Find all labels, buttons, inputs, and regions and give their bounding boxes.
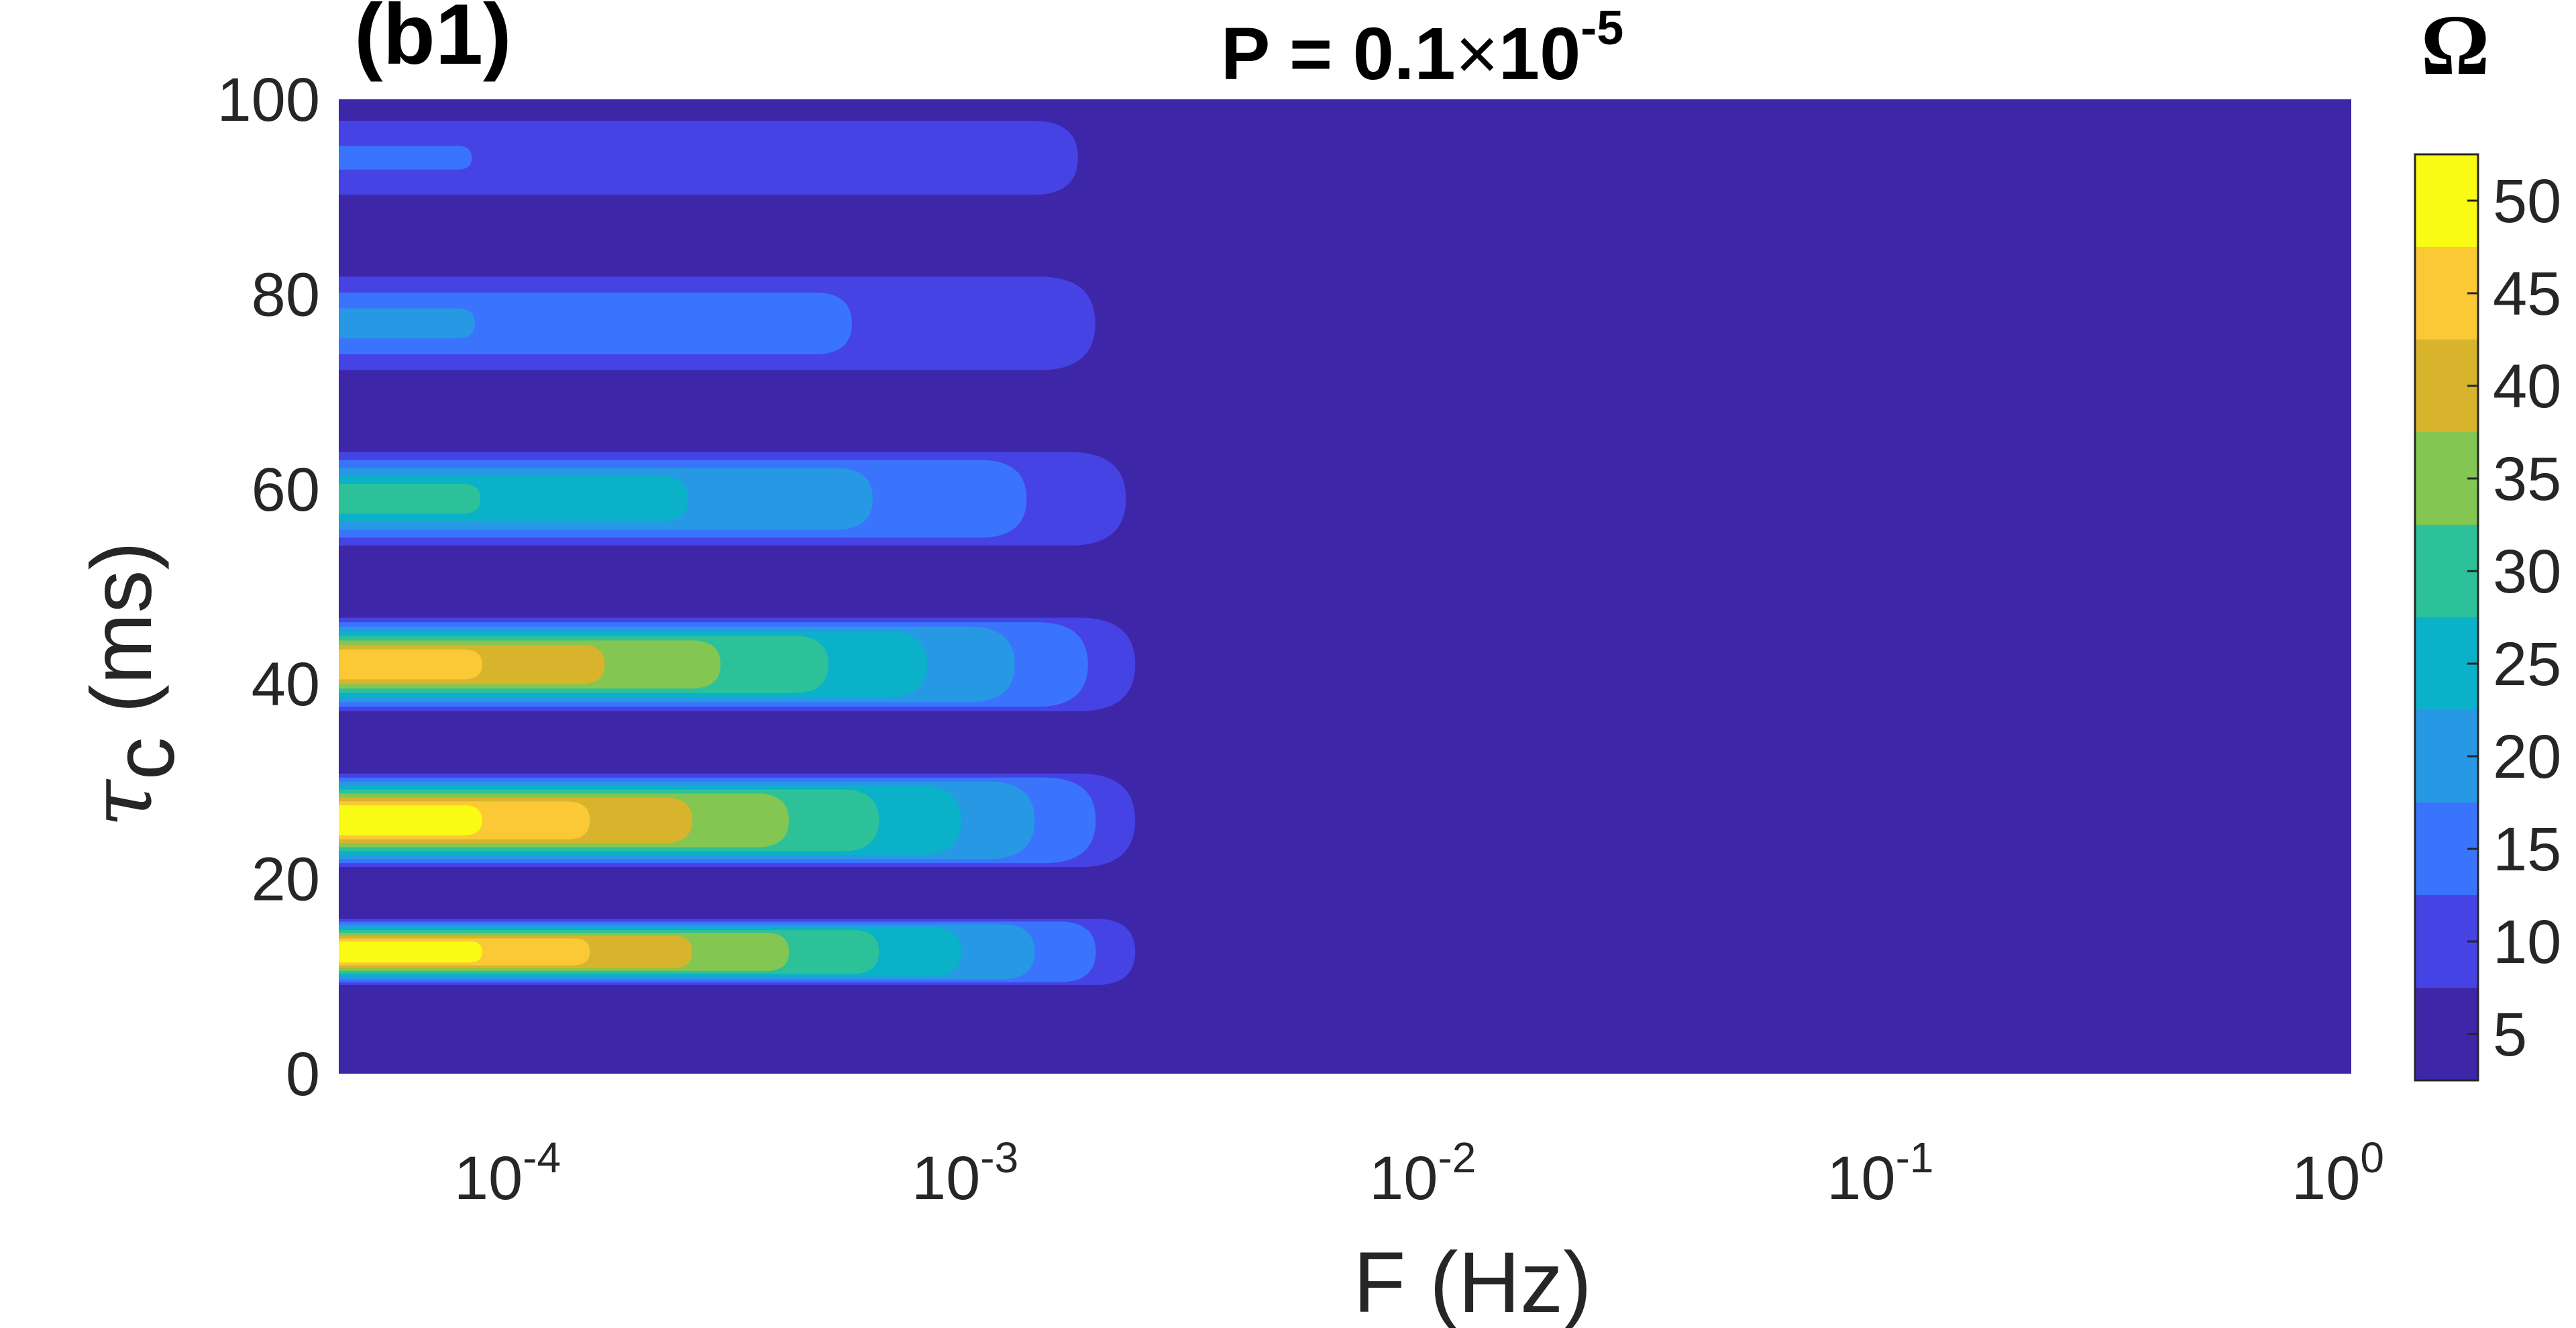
x-tick-label: 100 — [2292, 1133, 2384, 1213]
x-tick-label: 10-4 — [454, 1133, 561, 1213]
contour-level — [339, 805, 482, 835]
colorbar-tick-label: 15 — [2493, 815, 2561, 884]
y-axis-label: τc (ms) — [72, 542, 193, 827]
panel-label: (b1) — [354, 0, 512, 83]
contour-level — [339, 484, 481, 514]
contour-band — [339, 773, 1136, 868]
colorbar-tick-label: 45 — [2493, 260, 2561, 328]
contour-level — [339, 120, 1078, 195]
contour-level — [339, 941, 482, 963]
colorbar-tick-label: 5 — [2493, 1001, 2527, 1069]
contour-band — [339, 919, 1136, 985]
y-tick-label: 20 — [252, 846, 320, 914]
y-tick-label: 60 — [252, 456, 320, 524]
plot-title: P = 0.1×10-5 — [1221, 1, 1623, 95]
colorbar-title: Ω — [2421, 0, 2490, 93]
colorbar-tick-label: 20 — [2493, 723, 2561, 791]
x-tick-label: 10-1 — [1827, 1133, 1933, 1213]
x-axis-ticks: 10-4 10-3 10-2 10-1 100 — [454, 1133, 2384, 1213]
contour-level — [339, 292, 852, 354]
contour-band — [339, 276, 1095, 370]
contour-band — [339, 452, 1126, 546]
y-tick-label: 100 — [217, 66, 321, 134]
y-tick-label: 0 — [286, 1040, 320, 1109]
colorbar-tick-label: 30 — [2493, 538, 2561, 606]
colorbar: 5 10 15 20 25 30 35 40 45 50 — [2414, 153, 2561, 1082]
x-axis-label: F (Hz) — [1353, 1235, 1591, 1328]
colorbar-tick-label: 40 — [2493, 352, 2561, 421]
x-tick-label: 10-2 — [1369, 1133, 1476, 1213]
contour-band — [339, 617, 1136, 711]
colorbar-tick-label: 25 — [2493, 630, 2561, 699]
colorbar-tick-label: 35 — [2493, 445, 2561, 513]
y-axis-ticks: 0 20 40 60 80 100 — [217, 66, 321, 1109]
contour-band — [339, 120, 1078, 195]
y-tick-label: 80 — [252, 260, 320, 329]
plot-background — [339, 99, 2351, 1074]
x-tick-label: 10-3 — [912, 1133, 1018, 1213]
y-tick-label: 40 — [252, 650, 320, 719]
plot-area — [339, 99, 2351, 1074]
colorbar-frame — [2414, 153, 2479, 1082]
contour-level — [339, 649, 482, 680]
colorbar-tick-label: 50 — [2493, 167, 2561, 236]
colorbar-tick-label: 10 — [2493, 908, 2561, 976]
contour-level — [339, 146, 472, 170]
contour-level — [339, 308, 475, 339]
